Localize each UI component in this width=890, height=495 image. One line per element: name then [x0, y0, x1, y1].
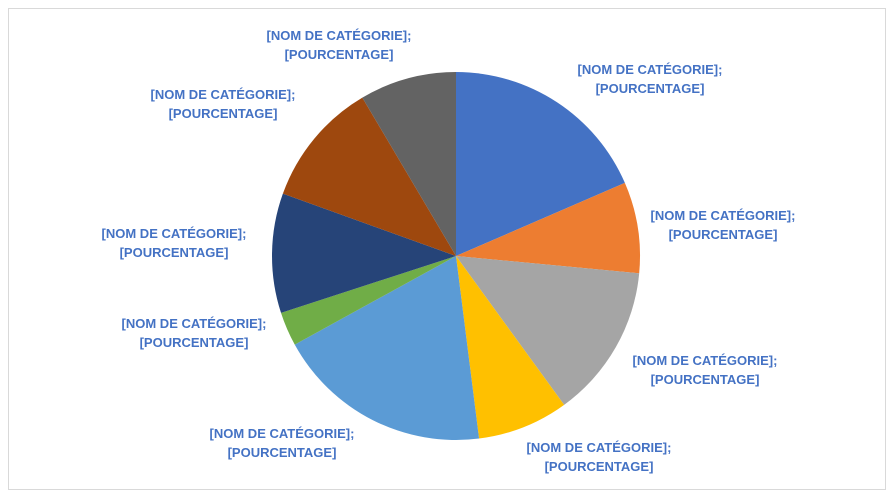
- pie-slice-9: [362, 72, 456, 256]
- slice-label-percentage: [POURCENTAGE]: [651, 372, 760, 387]
- slice-label-4: [NOM DE CATÉGORIE]; [POURCENTAGE]: [527, 440, 672, 474]
- slice-label-percentage: [POURCENTAGE]: [285, 47, 394, 62]
- pie-slice-4: [456, 256, 565, 439]
- pie-slice-8: [282, 97, 456, 257]
- slice-label-percentage: [POURCENTAGE]: [120, 245, 229, 260]
- slice-label-category: [NOM DE CATÉGORIE];: [102, 226, 247, 241]
- pie-slice-3: [456, 256, 640, 405]
- slice-label-category: [NOM DE CATÉGORIE];: [210, 426, 355, 441]
- slice-label-category: [NOM DE CATÉGORIE];: [267, 28, 412, 43]
- slice-label-category: [NOM DE CATÉGORIE];: [151, 87, 296, 102]
- slice-label-category: [NOM DE CATÉGORIE];: [651, 208, 796, 223]
- slice-label-category: [NOM DE CATÉGORIE];: [578, 62, 723, 77]
- slice-label-percentage: [POURCENTAGE]: [228, 445, 337, 460]
- slice-label-percentage: [POURCENTAGE]: [140, 335, 249, 350]
- slice-label-category: [NOM DE CATÉGORIE];: [122, 316, 267, 331]
- slice-label-1: [NOM DE CATÉGORIE]; [POURCENTAGE]: [578, 62, 723, 96]
- slice-label-7: [NOM DE CATÉGORIE]; [POURCENTAGE]: [102, 226, 247, 260]
- slice-label-3: [NOM DE CATÉGORIE]; [POURCENTAGE]: [633, 353, 778, 387]
- slice-label-percentage: [POURCENTAGE]: [596, 81, 705, 96]
- slice-label-category: [NOM DE CATÉGORIE];: [633, 353, 778, 368]
- chart-area: [NOM DE CATÉGORIE]; [POURCENTAGE] [NOM DE …: [8, 8, 886, 490]
- slice-label-percentage: [POURCENTAGE]: [669, 227, 778, 242]
- pie-slice-2: [456, 182, 640, 274]
- labels-group: [NOM DE CATÉGORIE]; [POURCENTAGE][NOM DE …: [102, 28, 796, 474]
- slice-label-6: [NOM DE CATÉGORIE]; [POURCENTAGE]: [122, 316, 267, 350]
- slice-label-percentage: [POURCENTAGE]: [169, 106, 278, 121]
- pie-slice-5: [294, 256, 480, 441]
- pie-slice-7: [272, 193, 456, 313]
- slice-label-percentage: [POURCENTAGE]: [545, 459, 654, 474]
- slice-label-8: [NOM DE CATÉGORIE]; [POURCENTAGE]: [151, 87, 296, 121]
- slice-label-5: [NOM DE CATÉGORIE]; [POURCENTAGE]: [210, 426, 355, 460]
- pie-chart: [NOM DE CATÉGORIE]; [POURCENTAGE][NOM DE …: [102, 28, 796, 474]
- pie-slice-6: [281, 256, 456, 345]
- pie-slice-1: [456, 72, 625, 256]
- slice-label-9: [NOM DE CATÉGORIE]; [POURCENTAGE]: [267, 28, 412, 62]
- slice-label-category: [NOM DE CATÉGORIE];: [527, 440, 672, 455]
- slices-group: [272, 72, 640, 441]
- slice-label-2: [NOM DE CATÉGORIE]; [POURCENTAGE]: [651, 208, 796, 242]
